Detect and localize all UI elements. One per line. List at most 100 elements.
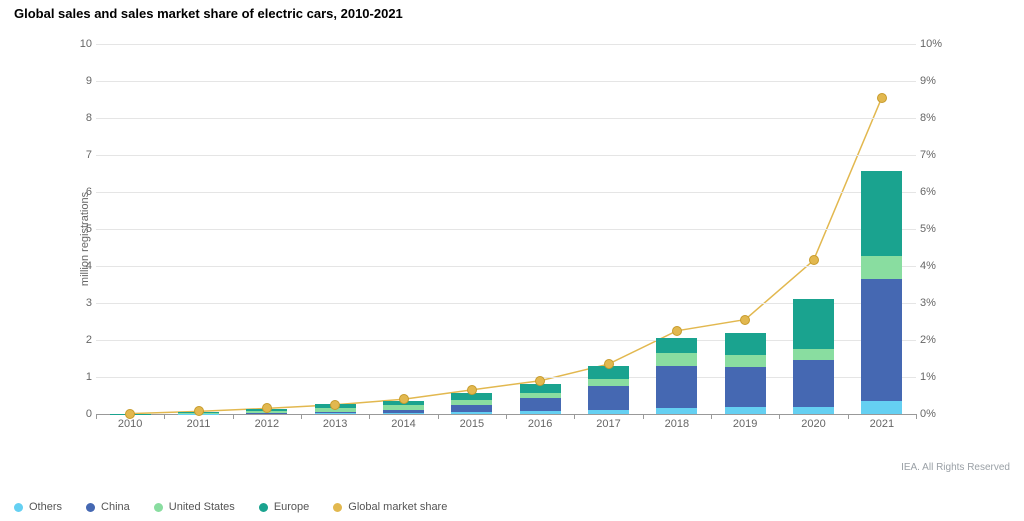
bar-segment-others — [451, 412, 492, 414]
gridline — [96, 118, 916, 119]
x-tick-label: 2016 — [528, 418, 552, 430]
y-left-tick: 9 — [68, 75, 92, 87]
x-tick-mark — [301, 414, 302, 419]
bar-segment-united_states — [793, 349, 834, 360]
bar-group — [793, 299, 834, 414]
bar-segment-united_states — [861, 256, 902, 279]
bar-segment-united_states — [383, 405, 424, 409]
chart-title: Global sales and sales market share of e… — [14, 6, 403, 21]
y-right-tick: 7% — [920, 149, 952, 161]
legend-label: Global market share — [348, 501, 447, 513]
legend-label: China — [101, 501, 130, 513]
x-tick-mark — [916, 414, 917, 419]
bar-segment-china — [725, 367, 766, 408]
x-tick-label: 2020 — [801, 418, 825, 430]
x-tick-mark — [711, 414, 712, 419]
gridline — [96, 81, 916, 82]
x-tick-mark — [233, 414, 234, 419]
y-left-tick: 7 — [68, 149, 92, 161]
bar-segment-others — [383, 413, 424, 414]
x-tick-label: 2019 — [733, 418, 757, 430]
bar-segment-europe — [793, 299, 834, 349]
y-left-tick: 4 — [68, 260, 92, 272]
gridline — [96, 44, 916, 45]
bar-segment-china — [520, 398, 561, 411]
y-left-tick: 1 — [68, 371, 92, 383]
bar-segment-china — [588, 386, 629, 410]
bar-segment-others — [793, 407, 834, 414]
legend-label: United States — [169, 501, 235, 513]
market-share-marker — [535, 376, 545, 386]
x-tick-mark — [848, 414, 849, 419]
legend-label: Others — [29, 501, 62, 513]
market-share-marker — [125, 409, 135, 419]
x-tick-mark — [96, 414, 97, 419]
x-tick-mark — [438, 414, 439, 419]
y-right-tick: 6% — [920, 186, 952, 198]
bar-group — [520, 384, 561, 414]
y-left-tick: 5 — [68, 223, 92, 235]
legend: Others China United States Europe Global mar… — [14, 501, 447, 513]
x-tick-mark — [506, 414, 507, 419]
legend-swatch — [259, 503, 268, 512]
legend-swatch — [86, 503, 95, 512]
bar-segment-united_states — [725, 355, 766, 367]
legend-label: Europe — [274, 501, 309, 513]
bar-segment-united_states — [588, 379, 629, 386]
y-right-tick: 9% — [920, 75, 952, 87]
legend-item: China — [86, 501, 130, 513]
bar-segment-others — [588, 410, 629, 414]
bar-segment-europe — [656, 338, 697, 353]
market-share-marker — [877, 93, 887, 103]
bar-segment-others — [656, 408, 697, 414]
x-tick-label: 2013 — [323, 418, 347, 430]
plot-region: 0123456789100%1%2%3%4%5%6%7%8%9%10%20102… — [96, 44, 916, 415]
y-right-tick: 3% — [920, 297, 952, 309]
x-tick-label: 2010 — [118, 418, 142, 430]
market-share-marker — [740, 315, 750, 325]
market-share-marker — [604, 359, 614, 369]
bar-segment-china — [315, 412, 356, 413]
market-share-marker — [330, 400, 340, 410]
legend-swatch — [14, 503, 23, 512]
x-tick-label: 2011 — [187, 418, 211, 430]
gridline — [96, 229, 916, 230]
bar-group — [656, 338, 697, 414]
bar-segment-united_states — [656, 353, 697, 366]
bar-segment-others — [520, 411, 561, 414]
x-tick-label: 2014 — [391, 418, 415, 430]
legend-swatch — [333, 503, 342, 512]
market-share-marker — [809, 255, 819, 265]
legend-item: United States — [154, 501, 235, 513]
bar-segment-china — [656, 366, 697, 409]
y-left-tick: 6 — [68, 186, 92, 198]
gridline — [96, 266, 916, 267]
bar-segment-china — [793, 360, 834, 406]
x-tick-mark — [779, 414, 780, 419]
y-right-tick: 1% — [920, 371, 952, 383]
bar-group — [861, 171, 902, 414]
gridline — [96, 192, 916, 193]
y-right-tick: 5% — [920, 223, 952, 235]
x-tick-mark — [643, 414, 644, 419]
bar-segment-china — [383, 410, 424, 413]
legend-swatch — [154, 503, 163, 512]
gridline — [96, 155, 916, 156]
bar-segment-europe — [861, 171, 902, 256]
y-left-tick: 10 — [68, 38, 92, 50]
y-right-tick: 10% — [920, 38, 952, 50]
bar-segment-others — [861, 401, 902, 414]
x-tick-label: 2018 — [665, 418, 689, 430]
bar-group — [451, 393, 492, 414]
bar-segment-others — [315, 413, 356, 414]
legend-item: Others — [14, 501, 62, 513]
y-right-tick: 4% — [920, 260, 952, 272]
bar-segment-united_states — [451, 400, 492, 404]
x-tick-mark — [164, 414, 165, 419]
bar-segment-china — [861, 279, 902, 401]
x-tick-mark — [369, 414, 370, 419]
market-share-marker — [194, 406, 204, 416]
market-share-marker — [399, 394, 409, 404]
x-tick-label: 2015 — [460, 418, 484, 430]
market-share-marker — [262, 403, 272, 413]
